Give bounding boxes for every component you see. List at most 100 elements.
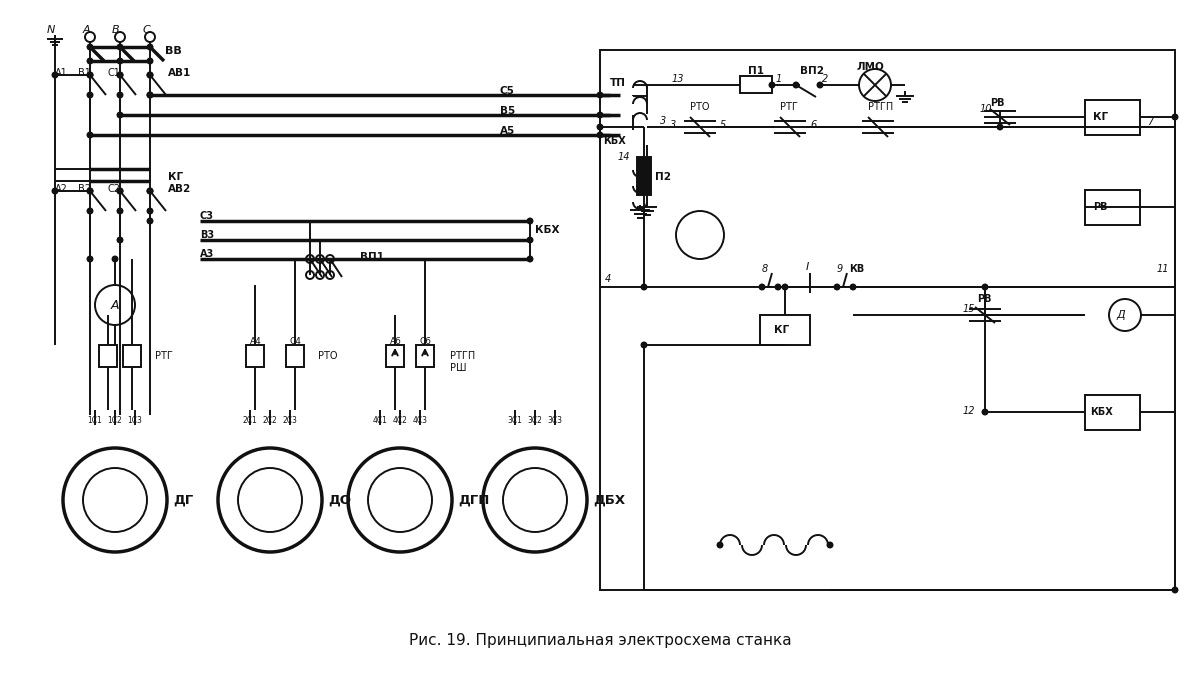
Circle shape (148, 45, 152, 49)
Circle shape (793, 82, 798, 88)
Circle shape (769, 82, 774, 88)
Circle shape (113, 256, 118, 262)
Text: 1С1: 1С1 (88, 416, 102, 425)
Text: КГ: КГ (774, 325, 790, 335)
Circle shape (118, 238, 122, 242)
Text: C5: C5 (500, 86, 515, 96)
Circle shape (118, 45, 122, 49)
Text: 2: 2 (822, 74, 828, 84)
Bar (286, 345, 304, 367)
Circle shape (817, 82, 822, 88)
Circle shape (528, 238, 533, 242)
Text: РТГ: РТГ (155, 351, 173, 361)
Text: А6: А6 (390, 336, 402, 345)
Circle shape (88, 208, 92, 214)
Text: 12: 12 (964, 406, 976, 416)
Text: 3С1: 3С1 (508, 416, 522, 425)
Text: 2С1: 2С1 (242, 416, 257, 425)
Text: C2: C2 (107, 184, 120, 194)
Bar (760, 315, 810, 345)
Text: B5: B5 (500, 106, 515, 116)
Circle shape (148, 58, 152, 64)
Text: КБХ: КБХ (535, 225, 559, 235)
Text: 13: 13 (672, 74, 684, 84)
Text: КВ: КВ (850, 264, 864, 274)
Text: 7: 7 (1147, 117, 1153, 127)
Text: ВП1: ВП1 (360, 252, 384, 262)
Text: 4: 4 (605, 274, 611, 284)
Circle shape (88, 58, 92, 64)
Circle shape (828, 543, 833, 547)
Text: РТГП: РТГП (868, 102, 893, 112)
Bar (637, 157, 650, 195)
Text: 2С3: 2С3 (282, 416, 298, 425)
Circle shape (598, 132, 602, 138)
Circle shape (642, 284, 647, 290)
Circle shape (118, 73, 122, 77)
Circle shape (148, 188, 152, 193)
Text: АВ1: АВ1 (168, 68, 191, 78)
Text: 4С1: 4С1 (372, 416, 388, 425)
Circle shape (598, 125, 602, 129)
Text: 15: 15 (964, 304, 976, 314)
Circle shape (851, 284, 856, 290)
Text: 3: 3 (670, 120, 677, 130)
Circle shape (118, 188, 122, 193)
Text: 2С2: 2С2 (263, 416, 277, 425)
Text: ДБХ: ДБХ (593, 493, 625, 506)
Circle shape (598, 112, 602, 118)
Text: Рис. 19. Принципиальная электросхема станка: Рис. 19. Принципиальная электросхема ста… (409, 632, 791, 647)
Circle shape (88, 188, 92, 193)
Bar (98, 345, 118, 367)
Circle shape (718, 543, 722, 547)
Text: 6: 6 (810, 120, 816, 130)
Circle shape (775, 284, 780, 290)
Text: C1: C1 (107, 68, 120, 78)
Text: B3: B3 (200, 230, 214, 240)
Bar (246, 345, 264, 367)
Text: РТО: РТО (690, 102, 709, 112)
Text: ДГП: ДГП (458, 493, 490, 506)
Circle shape (53, 73, 58, 77)
Text: A2: A2 (55, 184, 68, 194)
Circle shape (834, 284, 840, 290)
Bar (1085, 190, 1140, 225)
Text: 5: 5 (720, 120, 726, 130)
Text: АВ2: АВ2 (168, 184, 191, 194)
Circle shape (148, 73, 152, 77)
Text: B1: B1 (78, 68, 91, 78)
Text: A1: A1 (55, 68, 67, 78)
Text: 9: 9 (838, 264, 844, 274)
Text: 4С3: 4С3 (413, 416, 427, 425)
Circle shape (118, 73, 122, 77)
Text: КГ: КГ (168, 172, 184, 182)
Bar (386, 345, 404, 367)
Text: C3: C3 (200, 211, 214, 221)
Circle shape (148, 208, 152, 214)
Text: П2: П2 (655, 172, 671, 182)
Text: 1: 1 (776, 74, 782, 84)
Circle shape (88, 188, 92, 193)
Text: ВП2: ВП2 (800, 66, 824, 76)
Circle shape (782, 284, 787, 290)
Text: КГ: КГ (1093, 112, 1108, 122)
Circle shape (1172, 588, 1177, 593)
Circle shape (528, 219, 533, 223)
Text: РТГ: РТГ (780, 102, 798, 112)
Circle shape (760, 284, 764, 290)
Text: 8: 8 (762, 264, 768, 274)
Text: РВ: РВ (977, 294, 991, 304)
Text: Д: Д (1117, 310, 1126, 320)
Circle shape (983, 410, 988, 414)
Circle shape (53, 188, 58, 193)
Text: B: B (112, 25, 120, 35)
Circle shape (88, 73, 92, 77)
Circle shape (983, 284, 988, 290)
Text: ЛМО: ЛМО (857, 62, 884, 72)
Circle shape (148, 219, 152, 223)
Text: С6: С6 (420, 336, 432, 345)
Text: ДО: ДО (328, 493, 352, 506)
Text: ТП: ТП (610, 78, 626, 88)
Circle shape (528, 256, 533, 262)
Text: П1: П1 (748, 66, 764, 76)
